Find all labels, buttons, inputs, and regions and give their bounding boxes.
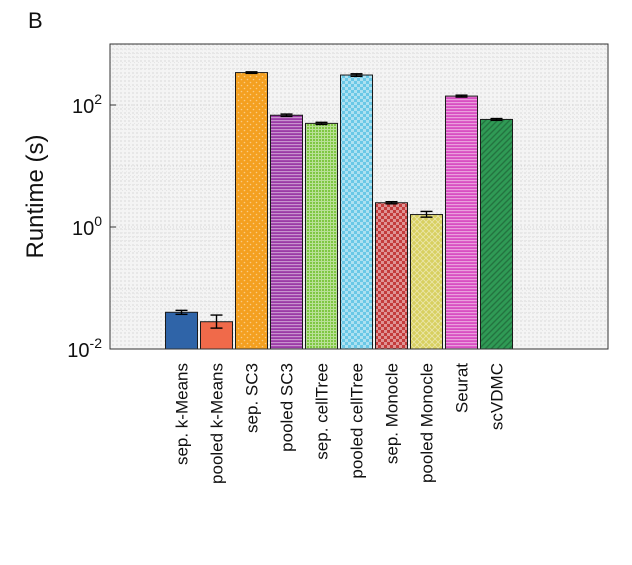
x-tick-label-8: Seurat <box>453 363 472 413</box>
x-tick-label-2: sep. SC3 <box>243 363 262 433</box>
y-tick-label-0: 10-2 <box>67 335 102 362</box>
x-tick-label-3: pooled SC3 <box>278 363 297 452</box>
bar-8 <box>445 95 478 350</box>
x-tick-labels: sep. k-Means pooled k-Means sep. SC3 pooled… <box>173 363 507 484</box>
bar-7 <box>410 214 443 350</box>
x-tick-label-9: scVDMC <box>488 363 507 430</box>
error-bars <box>175 71 503 329</box>
bar-6 <box>375 202 408 350</box>
error-bar-3 <box>280 113 293 118</box>
bar-4 <box>305 122 338 350</box>
x-tick-label-5: pooled cellTree <box>348 363 367 479</box>
error-bar-1 <box>210 314 223 329</box>
error-bar-2 <box>245 71 258 75</box>
error-bar-8 <box>455 94 468 98</box>
error-bar-5 <box>350 73 363 78</box>
error-bar-0 <box>175 309 188 316</box>
error-bar-6 <box>385 200 398 205</box>
error-bar-9 <box>490 117 503 122</box>
bar-3 <box>270 114 303 350</box>
x-tick-label-7: pooled Monocle <box>418 363 437 483</box>
error-bar-7 <box>420 210 433 218</box>
x-tick-label-0: sep. k-Means <box>173 363 192 465</box>
x-tick-label-4: sep. cellTree <box>313 363 332 460</box>
x-tick-label-1: pooled k-Means <box>208 363 227 484</box>
y-axis-label: Runtime (s) <box>22 134 49 258</box>
panel-label: B <box>28 8 43 33</box>
y-ticks: 10-2 100 102 <box>67 91 116 362</box>
error-bar-4 <box>315 121 328 126</box>
bar-9 <box>480 118 513 350</box>
plot-frame <box>109 43 609 350</box>
bar-2 <box>235 72 268 350</box>
bar-0 <box>165 311 198 350</box>
bar-5 <box>340 74 373 350</box>
x-tick-label-6: sep. Monocle <box>383 363 402 464</box>
y-tick-label-1: 100 <box>72 213 102 240</box>
y-tick-label-2: 102 <box>72 91 102 118</box>
